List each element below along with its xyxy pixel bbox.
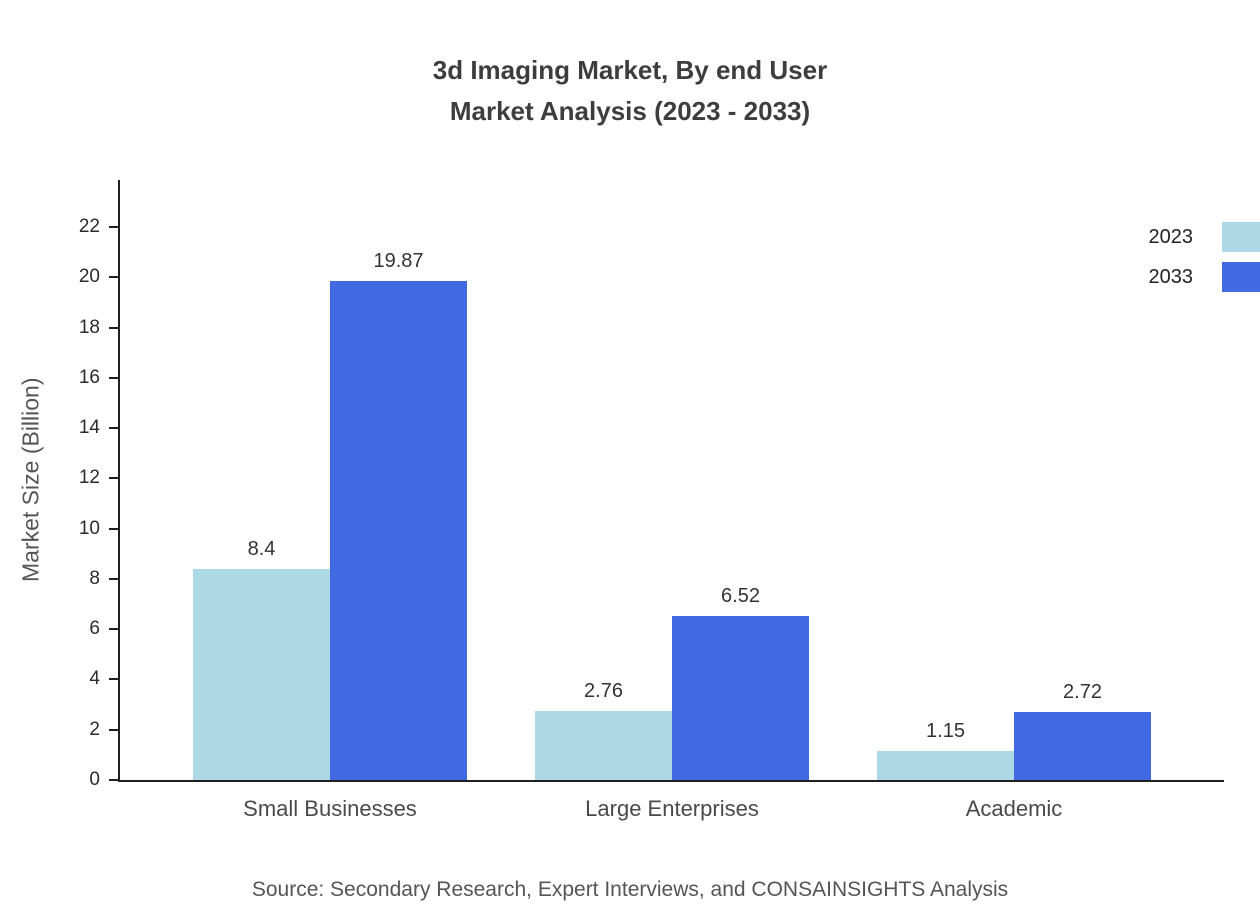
y-tick-label: 4 bbox=[89, 668, 100, 689]
y-tick-label: 8 bbox=[89, 568, 100, 589]
legend-swatch-2023 bbox=[1222, 222, 1260, 252]
y-axis-title: Market Size (Billion) bbox=[17, 377, 44, 583]
bar-value-label-2023-large-enterprises: 2.76 bbox=[584, 680, 623, 702]
bar-value-label-2023-small-businesses: 8.4 bbox=[247, 538, 276, 560]
y-tick-mark bbox=[109, 477, 118, 479]
legend: 2023 2033 bbox=[1149, 217, 1260, 297]
y-tick-mark bbox=[109, 427, 118, 429]
y-tick-mark bbox=[109, 729, 118, 731]
chart-title: 3d Imaging Market, By end User Market An… bbox=[0, 50, 1260, 132]
y-tick-label: 0 bbox=[89, 769, 100, 790]
y-tick-mark bbox=[109, 327, 118, 329]
bar-2033-large-enterprises bbox=[672, 616, 809, 780]
legend-item-2033: 2033 bbox=[1149, 257, 1260, 297]
source-note: Source: Secondary Research, Expert Inter… bbox=[251, 878, 1009, 901]
y-tick-label: 20 bbox=[78, 266, 100, 287]
y-tick-label: 16 bbox=[78, 367, 100, 388]
y-tick-label: 22 bbox=[78, 216, 100, 237]
legend-swatch-2033 bbox=[1222, 262, 1260, 292]
legend-label-2023: 2023 bbox=[1148, 225, 1194, 248]
y-tick-label: 10 bbox=[78, 518, 100, 539]
category-label-academic: Academic bbox=[965, 796, 1063, 821]
bar-2033-small-businesses bbox=[330, 281, 467, 780]
legend-item-2023: 2023 bbox=[1149, 217, 1260, 257]
category-label-small-businesses: Small Businesses bbox=[243, 796, 417, 821]
y-tick-label: 12 bbox=[78, 467, 100, 488]
y-tick-mark bbox=[109, 779, 118, 781]
bar-2023-large-enterprises bbox=[535, 711, 672, 780]
chart-title-line2: Market Analysis (2023 - 2033) bbox=[449, 96, 811, 126]
legend-label-2033: 2033 bbox=[1148, 265, 1194, 288]
plot-area: 0 2 4 6 8 10 12 14 16 18 20 22 8.4 19.87 Small Busines… bbox=[79, 180, 1224, 821]
y-tick-label: 14 bbox=[78, 417, 100, 438]
category-label-large-enterprises: Large Enterprises bbox=[585, 796, 759, 821]
bar-2023-small-businesses bbox=[193, 569, 330, 780]
y-tick-label: 2 bbox=[89, 719, 100, 740]
y-tick-label: 6 bbox=[89, 618, 100, 639]
bar-value-label-2033-small-businesses: 19.87 bbox=[373, 250, 424, 272]
y-tick-mark bbox=[109, 377, 118, 379]
y-tick-mark bbox=[109, 678, 118, 680]
bar-value-label-2033-academic: 2.72 bbox=[1063, 681, 1102, 703]
chart-title-line1: 3d Imaging Market, By end User bbox=[432, 55, 828, 85]
bar-value-label-2023-academic: 1.15 bbox=[926, 720, 965, 742]
bar-value-label-2033-large-enterprises: 6.52 bbox=[721, 585, 760, 607]
y-tick-mark bbox=[109, 578, 118, 580]
y-tick-label: 18 bbox=[78, 317, 100, 338]
y-tick-mark bbox=[109, 628, 118, 630]
y-tick-mark bbox=[109, 226, 118, 228]
bar-2023-academic bbox=[877, 751, 1014, 780]
y-tick-mark bbox=[109, 528, 118, 530]
y-tick-mark bbox=[109, 276, 118, 278]
bar-2033-academic bbox=[1014, 712, 1151, 780]
